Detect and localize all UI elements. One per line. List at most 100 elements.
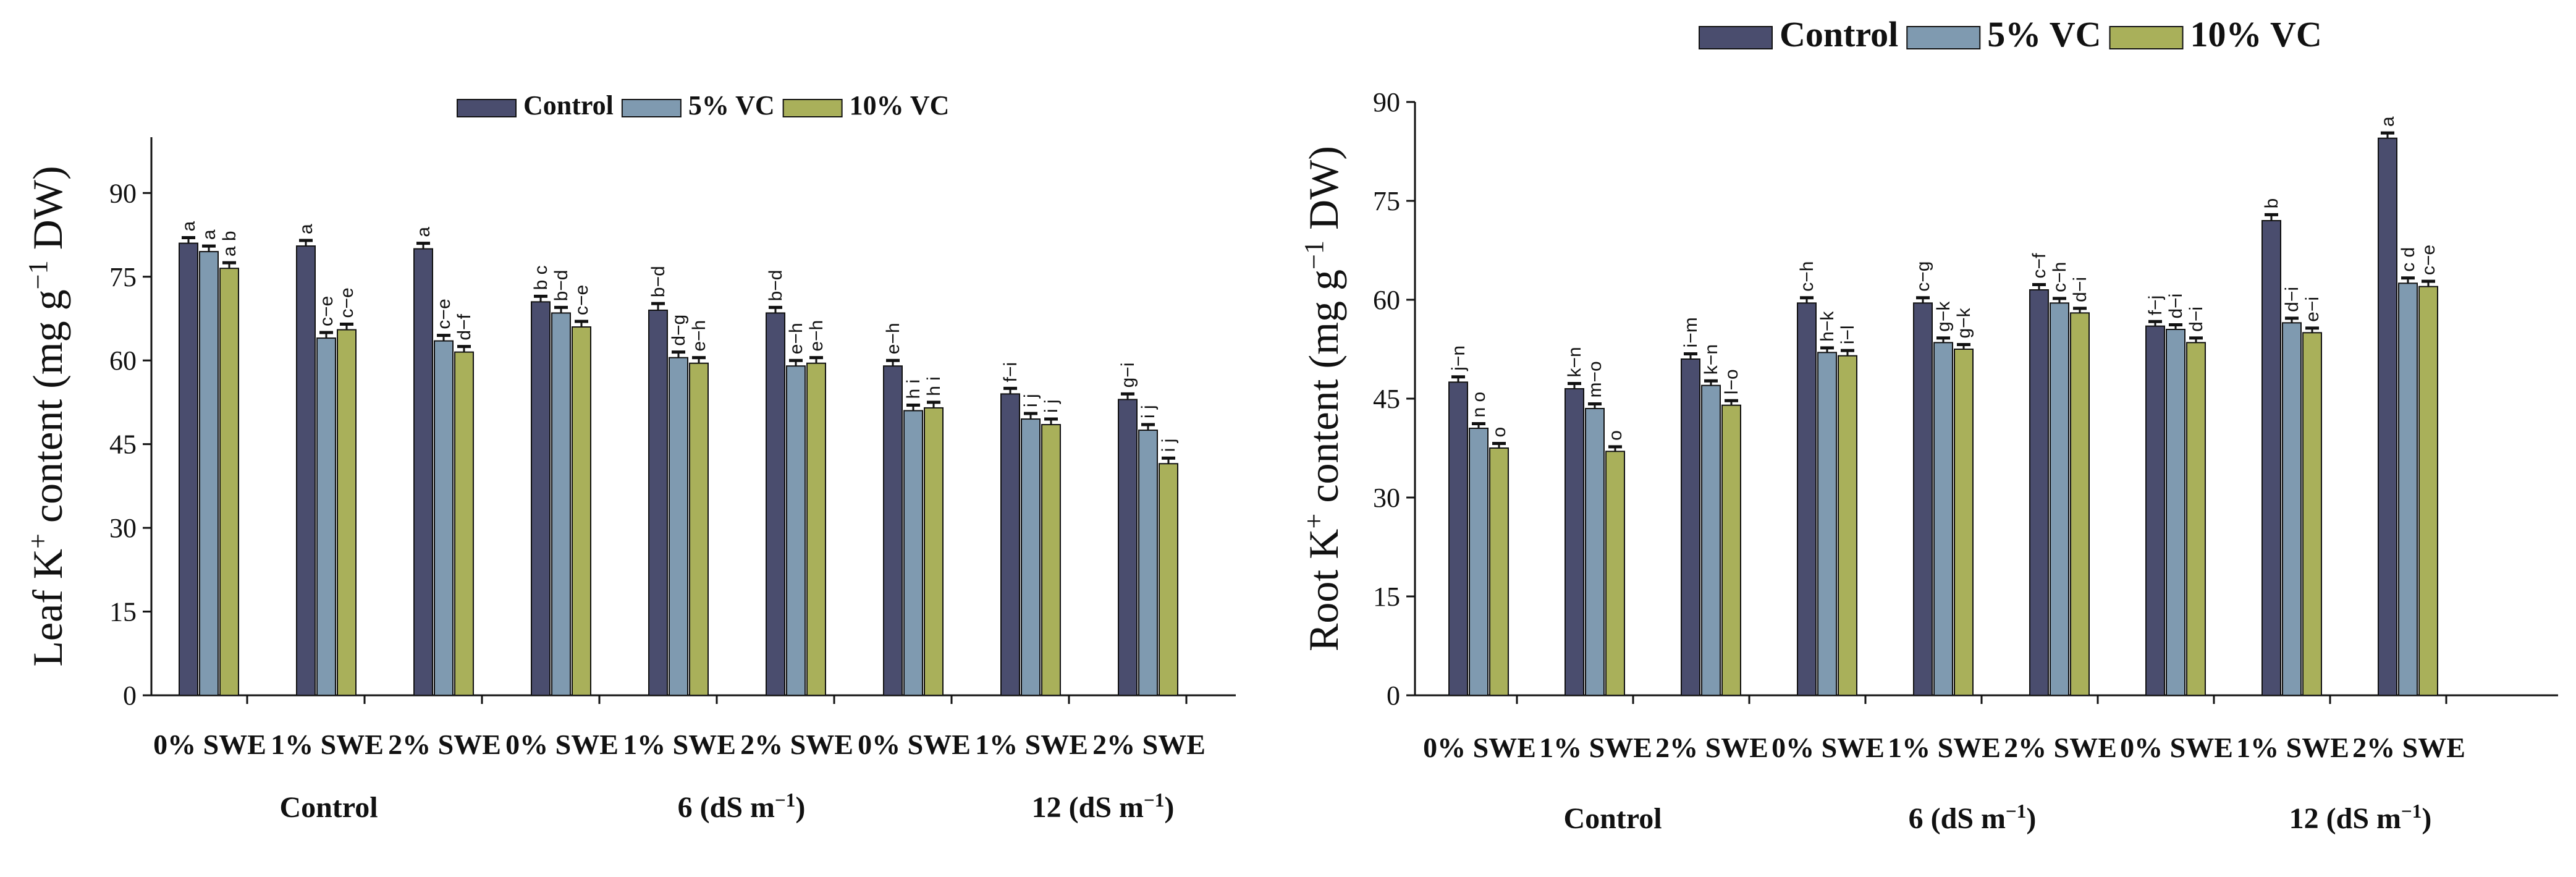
significance-letter: j−n bbox=[1448, 345, 1469, 371]
bar bbox=[1605, 451, 1625, 696]
bar bbox=[179, 242, 198, 696]
bar bbox=[219, 268, 239, 696]
bar bbox=[2302, 332, 2322, 696]
significance-letter: c−h bbox=[2050, 262, 2070, 292]
bar bbox=[1118, 399, 1138, 696]
bar bbox=[1159, 463, 1178, 696]
significance-letter: g−k bbox=[1933, 301, 1954, 332]
bar bbox=[1000, 393, 1020, 696]
bar bbox=[551, 312, 571, 696]
significance-letter: h−k bbox=[1817, 311, 1838, 342]
category-label: 2% SWE bbox=[740, 729, 853, 760]
significance-letter: a bbox=[413, 227, 434, 237]
legend-label: 10% VC bbox=[850, 90, 950, 121]
bar bbox=[1565, 388, 1584, 696]
text-segment: Control bbox=[279, 791, 378, 824]
significance-letter: k−n bbox=[1565, 347, 1585, 377]
bar bbox=[2070, 312, 2090, 697]
text-segment: Control bbox=[1563, 802, 1662, 835]
significance-letter: c−e bbox=[337, 287, 357, 318]
significance-letter: d−i bbox=[2166, 294, 2186, 319]
significance-letter: l−o bbox=[1721, 369, 1742, 394]
significance-letter: b−d bbox=[551, 270, 572, 302]
legend-swatch bbox=[621, 99, 682, 117]
text-segment: Leaf K bbox=[24, 549, 71, 667]
significance-letter: d−i bbox=[2186, 307, 2206, 332]
legend-swatch bbox=[457, 99, 517, 117]
text-segment: Root K bbox=[1300, 529, 1347, 651]
significance-letter: i−m bbox=[1681, 317, 1701, 347]
legend-swatch bbox=[1699, 26, 1773, 49]
significance-letter: g−i bbox=[1118, 363, 1138, 388]
bar bbox=[337, 329, 357, 696]
superscript: −1 bbox=[23, 260, 53, 289]
category-label: 0% SWE bbox=[153, 729, 266, 760]
bar bbox=[316, 337, 336, 696]
legend-label: 5% VC bbox=[1987, 14, 2101, 54]
significance-letter: h i bbox=[924, 376, 944, 396]
significance-letter: e−h bbox=[689, 320, 709, 352]
legend-label: 10% VC bbox=[2190, 14, 2322, 54]
group-label: Control bbox=[1563, 802, 1662, 835]
superscript: + bbox=[23, 533, 53, 549]
y-tick-label: 60 bbox=[109, 345, 137, 376]
significance-letter: e−h bbox=[883, 323, 903, 354]
category-label: 0% SWE bbox=[1772, 732, 1885, 763]
significance-letter: d−g bbox=[669, 315, 689, 346]
bar bbox=[1448, 381, 1468, 696]
text-segment: content (mg g bbox=[24, 289, 71, 533]
category-label: 2% SWE bbox=[1092, 729, 1206, 760]
significance-letter: c d bbox=[2398, 247, 2418, 272]
legend-swatch bbox=[782, 99, 843, 117]
bar bbox=[669, 357, 688, 696]
bar bbox=[2418, 286, 2438, 696]
text-segment: 6 (dS m bbox=[678, 791, 775, 824]
text-segment: 6 (dS m bbox=[1909, 802, 2006, 835]
group-label: Control bbox=[279, 791, 378, 824]
bar bbox=[1933, 342, 1953, 696]
bar bbox=[1701, 384, 1721, 697]
group-label: 6 (dS m−1) bbox=[678, 789, 806, 824]
text-segment: 12 (dS m bbox=[1032, 791, 1144, 824]
y-tick-label: 30 bbox=[1373, 483, 1400, 513]
y-tick-label: 15 bbox=[109, 597, 137, 627]
significance-letter: b−d bbox=[648, 266, 669, 297]
y-tick-label: 90 bbox=[1373, 87, 1400, 117]
superscript: −1 bbox=[1144, 789, 1164, 811]
bar bbox=[2261, 220, 2281, 696]
bar bbox=[1954, 349, 1974, 696]
significance-letter: i j bbox=[1021, 394, 1041, 407]
category-label: 1% SWE bbox=[2236, 732, 2349, 763]
bar bbox=[2029, 289, 2049, 696]
category-label: 2% SWE bbox=[2352, 732, 2465, 763]
y-tick-label: 45 bbox=[109, 430, 137, 460]
significance-letter: a b bbox=[219, 231, 240, 256]
category-label: 2% SWE bbox=[2004, 732, 2117, 763]
text-segment: ) bbox=[795, 791, 805, 824]
bar bbox=[434, 340, 454, 696]
significance-letter: g−k bbox=[1954, 307, 1974, 338]
category-label: 1% SWE bbox=[1888, 732, 2001, 763]
significance-letter: a bbox=[179, 221, 199, 232]
y-tick-label: 15 bbox=[1373, 582, 1400, 612]
significance-letter: b c bbox=[531, 265, 551, 290]
significance-letter: e−h bbox=[786, 323, 806, 354]
text-segment: ) bbox=[2026, 802, 2036, 835]
significance-letter: i j bbox=[1041, 399, 1062, 413]
significance-letter: b−d bbox=[766, 270, 786, 302]
significance-letter: d−f bbox=[454, 313, 475, 340]
bar bbox=[2282, 322, 2302, 696]
bar bbox=[1681, 358, 1700, 696]
category-label: 0% SWE bbox=[2120, 732, 2233, 763]
significance-letter: d−i bbox=[2070, 277, 2090, 302]
bar bbox=[883, 365, 903, 696]
superscript: −1 bbox=[2006, 800, 2026, 822]
bar bbox=[454, 351, 474, 696]
significance-letter: m−o bbox=[1585, 361, 1605, 397]
group-label: 6 (dS m−1) bbox=[1909, 800, 2037, 836]
significance-letter: d−i bbox=[2282, 287, 2302, 312]
significance-letter: c−e bbox=[434, 299, 454, 329]
category-label: 2% SWE bbox=[388, 729, 501, 760]
